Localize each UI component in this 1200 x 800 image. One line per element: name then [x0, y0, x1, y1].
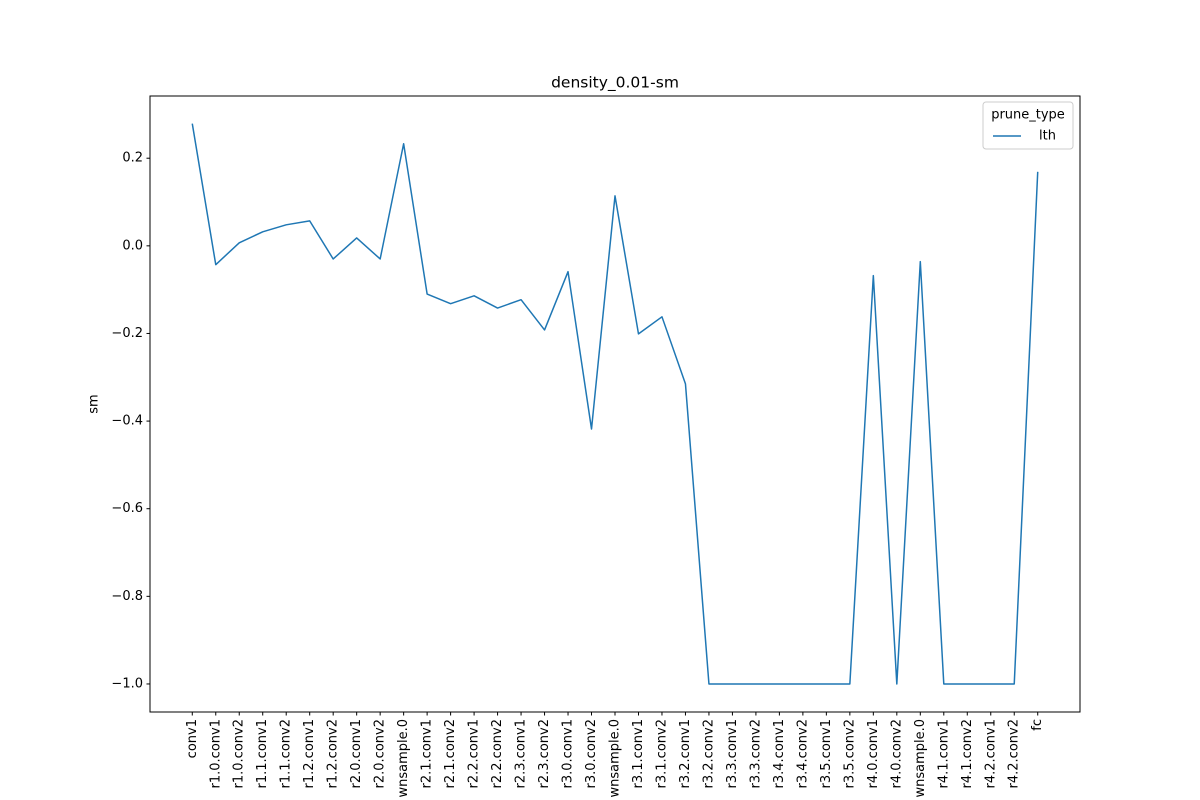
x-tick-label: r3.2.conv1 — [678, 719, 693, 788]
x-tick-label: r2.1.conv2 — [443, 719, 458, 788]
legend-label: lth — [1039, 129, 1056, 144]
x-tick-label: r2.1.conv1 — [420, 719, 435, 788]
x-tick-label: fc — [1030, 719, 1045, 731]
x-tick-label: r4.2.conv1 — [983, 719, 998, 788]
x-tick-label: r1.2.conv2 — [326, 719, 341, 788]
x-tick-label: r1.1.conv1 — [255, 719, 270, 788]
y-tick-label: 0.2 — [122, 151, 143, 166]
x-tick-label: r4.1.conv2 — [960, 719, 975, 788]
x-tick-label: r3.1.conv2 — [654, 719, 669, 788]
y-tick-label: −0.2 — [111, 326, 143, 341]
x-tick-label: r3.1.conv1 — [631, 719, 646, 788]
x-tick-label: r1.1.conv2 — [279, 719, 294, 788]
y-tick-label: −0.8 — [111, 589, 143, 604]
x-tick-label: r3.3.conv1 — [725, 719, 740, 788]
x-tick-label: r3.4.conv1 — [772, 719, 787, 788]
x-tick-label: r2.3.conv2 — [537, 719, 552, 788]
x-tick-label: r2.0.conv1 — [349, 719, 364, 788]
x-tick-label: r3.5.conv2 — [842, 719, 857, 788]
legend-box — [982, 101, 1074, 150]
x-tick-label: wnsample.0 — [913, 719, 928, 798]
chart-title: density_0.01-sm — [551, 74, 679, 93]
x-tick-label: r3.0.conv2 — [584, 719, 599, 788]
line-series — [191, 123, 1039, 685]
x-tick-label: wnsample.0 — [396, 719, 411, 798]
x-tick-label: r3.4.conv2 — [795, 719, 810, 788]
y-tick-label: −1.0 — [111, 676, 143, 691]
x-tick-label: r2.2.conv1 — [467, 719, 482, 788]
x-tick-label: r2.2.conv2 — [490, 719, 505, 788]
x-tick-label: r3.2.conv2 — [701, 719, 716, 788]
x-tick-label: r2.0.conv2 — [373, 719, 388, 788]
x-tick-label: r1.2.conv1 — [302, 719, 317, 788]
y-tick-label: 0.0 — [122, 238, 143, 253]
x-tick-label: r1.0.conv1 — [208, 719, 223, 788]
x-tick-label: r3.3.conv2 — [748, 719, 763, 788]
y-tick-label: −0.6 — [111, 501, 143, 516]
x-tick-label: wnsample.0 — [608, 719, 623, 798]
x-tick-label: r4.1.conv1 — [936, 719, 951, 788]
x-tick-label: r4.0.conv1 — [866, 719, 881, 788]
x-tick-label: conv1 — [185, 719, 200, 758]
legend-title: prune_type — [991, 108, 1065, 123]
x-tick-label: r3.5.conv1 — [819, 719, 834, 788]
x-tick-label: r2.3.conv1 — [514, 719, 529, 788]
x-tick-label: r4.0.conv2 — [889, 719, 904, 788]
y-axis-label: sm — [87, 394, 102, 413]
y-tick-label: −0.4 — [111, 414, 143, 429]
x-tick-label: r1.0.conv2 — [232, 719, 247, 788]
x-tick-label: r3.0.conv1 — [561, 719, 576, 788]
x-tick-label: r4.2.conv2 — [1007, 719, 1022, 788]
